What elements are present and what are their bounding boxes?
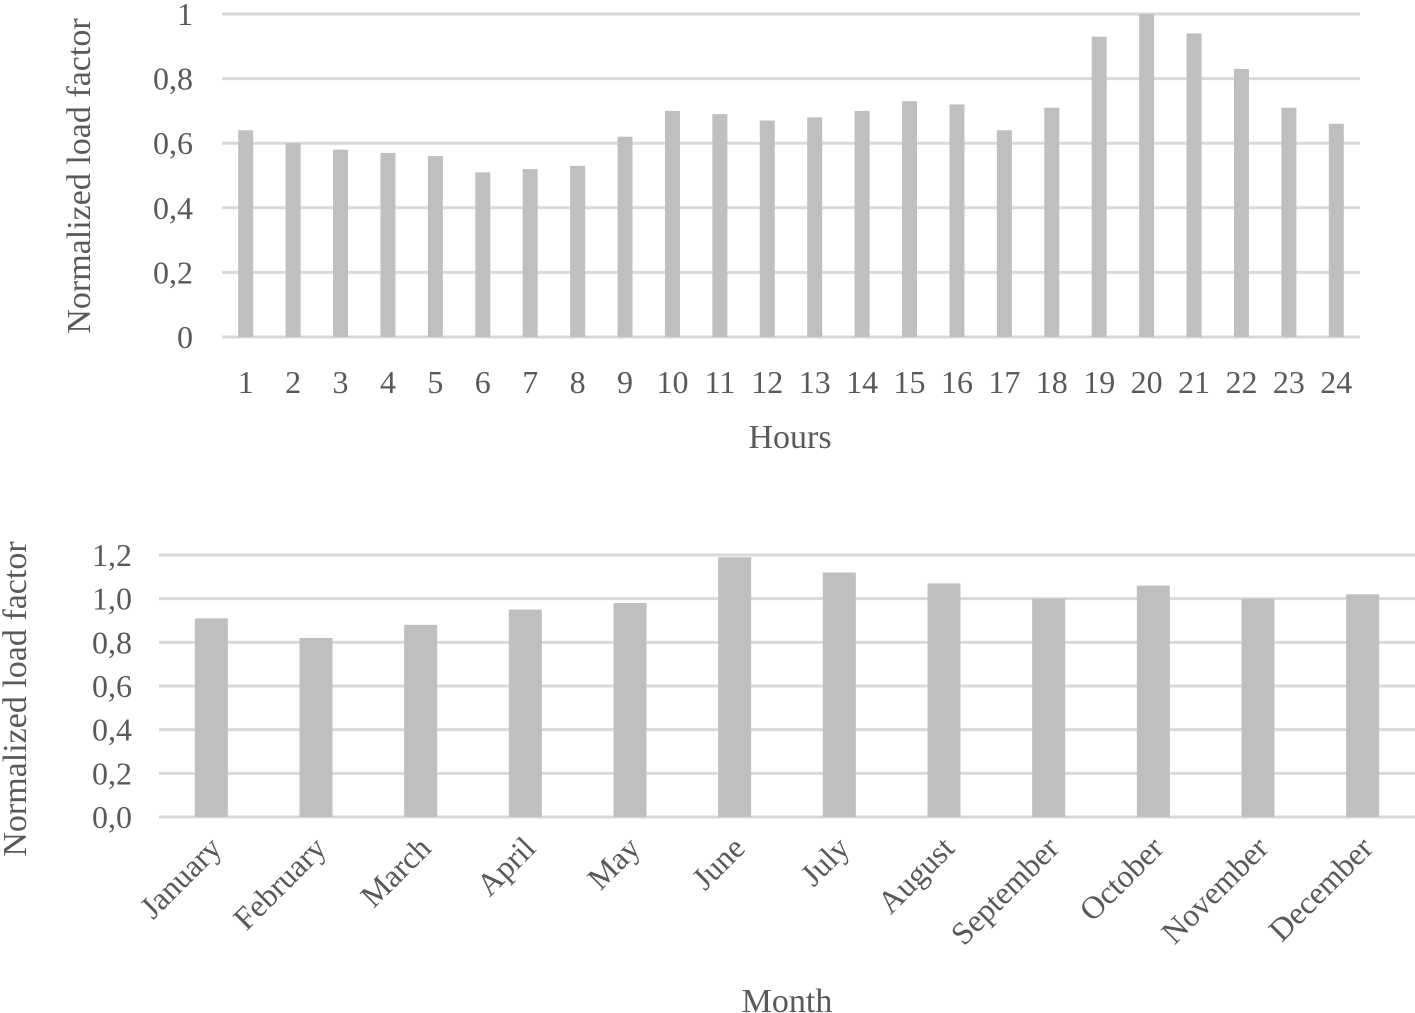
months-bar <box>822 572 856 817</box>
hours-x-tick-label: 15 <box>894 364 926 400</box>
hours-y-axis-title: Normalized load factor <box>61 18 98 334</box>
hours-x-tick-label: 8 <box>570 364 586 400</box>
months-x-tick-label: April <box>469 829 542 902</box>
months-x-tick-label: May <box>580 829 647 896</box>
hours-bar <box>854 110 870 338</box>
hours-bar <box>570 165 586 337</box>
hours-x-tick-label: 18 <box>1036 364 1068 400</box>
hours-bar <box>475 172 491 337</box>
hours-bar <box>427 156 443 337</box>
months-x-tick-label: March <box>353 829 438 914</box>
hours-y-tick-label: 0,8 <box>153 61 193 97</box>
months-bar <box>613 603 647 817</box>
hours-x-tick-label: 5 <box>427 364 443 400</box>
hours-x-tick-label: 4 <box>380 364 396 400</box>
months-y-tick-label: 0,6 <box>92 668 132 704</box>
hours-bar <box>902 101 918 338</box>
hours-x-tick-label: 20 <box>1131 364 1163 400</box>
months-bar <box>927 583 961 817</box>
months-x-tick-label: August <box>870 829 961 920</box>
months-y-axis-title: Normalized load factor <box>0 541 34 857</box>
hours-x-tick-label: 14 <box>846 364 878 400</box>
hours-bar <box>996 130 1012 337</box>
hours-y-tick-label: 0 <box>177 319 193 355</box>
months-y-tick-label: 0,2 <box>92 755 132 791</box>
hours-x-tick-label: 6 <box>475 364 491 400</box>
hours-bar <box>1186 33 1202 337</box>
months-y-tick-label: 1,2 <box>92 537 132 573</box>
hours-x-tick-label: 1 <box>238 364 254 400</box>
hours-bar <box>1044 107 1060 337</box>
months-bar <box>1241 598 1275 817</box>
months-bar <box>1136 585 1170 817</box>
months-x-tick-label: July <box>793 829 856 892</box>
hours-x-tick-label: 13 <box>799 364 831 400</box>
hours-y-tick-label: 0,4 <box>153 190 193 226</box>
months-x-tick-label: November <box>1154 829 1275 950</box>
hours-bar <box>807 117 823 337</box>
months-bar <box>404 624 438 817</box>
months-y-tick-label: 0,0 <box>92 799 132 835</box>
hours-bar <box>712 114 728 337</box>
months-y-tick-label: 0,8 <box>92 624 132 660</box>
months-bar <box>1032 598 1066 817</box>
months-x-tick-label: October <box>1072 829 1171 928</box>
hours-x-tick-label: 10 <box>656 364 688 400</box>
hours-bar <box>1281 107 1297 337</box>
months-x-axis-title: Month <box>742 983 833 1013</box>
months-x-tick-label: January <box>132 829 228 925</box>
months-y-tick-label: 1,0 <box>92 581 132 617</box>
hours-bar <box>617 136 633 337</box>
hours-x-tick-label: 22 <box>1225 364 1257 400</box>
hours-y-tick-label: 0,6 <box>153 125 193 161</box>
hours-bar <box>285 143 301 337</box>
hours-x-tick-label: 12 <box>751 364 783 400</box>
hours-bar <box>1328 123 1344 337</box>
hourly-load-chart: 00,20,40,60,811 2 3 4 5 6 7 8 9 10 11 12 13 14 15 16 17 1… <box>61 0 1360 456</box>
months-bar <box>194 618 228 817</box>
hours-x-tick-label: 3 <box>333 364 349 400</box>
hours-bar <box>238 130 254 337</box>
hours-y-tick-label: 0,2 <box>153 254 193 290</box>
hours-bar <box>949 104 965 337</box>
hours-x-tick-label: 9 <box>617 364 633 400</box>
hours-x-tick-label: 16 <box>941 364 973 400</box>
hours-x-tick-label: 19 <box>1083 364 1115 400</box>
hours-bar <box>380 152 396 337</box>
hours-bar <box>1139 14 1155 337</box>
hours-bar <box>759 120 775 337</box>
hours-x-tick-label: 2 <box>285 364 301 400</box>
hours-x-tick-label: 17 <box>988 364 1020 400</box>
hours-x-tick-label: 7 <box>522 364 538 400</box>
hours-x-tick-label: 21 <box>1178 364 1210 400</box>
hours-x-tick-label: 24 <box>1320 364 1352 400</box>
months-x-tick-label: February <box>226 829 333 936</box>
hours-x-tick-label: 11 <box>704 364 735 400</box>
hours-bar <box>1091 36 1107 338</box>
months-y-tick-label: 0,4 <box>92 712 132 748</box>
months-x-tick-label: September <box>943 829 1065 951</box>
months-bar <box>718 557 752 817</box>
hours-x-tick-label: 23 <box>1273 364 1305 400</box>
months-bar <box>508 609 542 817</box>
months-bar <box>299 637 333 817</box>
hours-bar <box>664 110 680 338</box>
hours-bar <box>522 169 538 337</box>
hours-y-tick-label: 1 <box>177 0 193 32</box>
months-x-tick-label: June <box>685 829 752 896</box>
hours-bar <box>1233 68 1249 337</box>
hours-bar <box>333 149 349 337</box>
hours-x-axis-title: Hours <box>748 419 831 456</box>
months-x-tick-label: December <box>1261 829 1380 948</box>
months-bar <box>1346 594 1380 817</box>
